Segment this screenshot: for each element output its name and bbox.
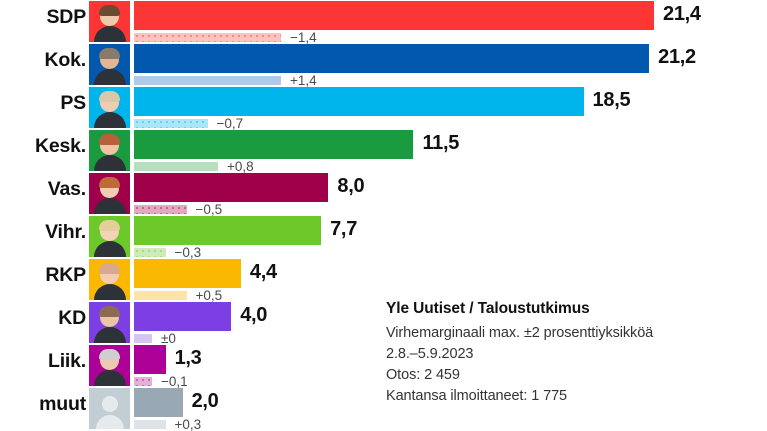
change-value: −0,3 xyxy=(174,245,202,260)
chart-row: Kok. 21,2 +1,4 xyxy=(0,43,767,88)
change-bar xyxy=(134,291,187,300)
support-bar xyxy=(134,1,655,30)
change-bar xyxy=(134,334,152,343)
sample-size: Otos: 2 459 xyxy=(386,367,460,383)
change-value: +1,4 xyxy=(290,73,317,88)
chart-row: Vas. 8,0 −0,5 xyxy=(0,172,767,217)
party-label-liik: Liik. xyxy=(47,350,86,372)
support-bar xyxy=(134,388,183,417)
party-label-kok: Kok. xyxy=(44,49,87,71)
chart-row: SDP 21,4 −1,4 xyxy=(0,0,767,45)
avatar-kesk xyxy=(89,130,130,171)
chart-info-block: Yle Uutiset / Taloustutkimus Virhemargin… xyxy=(386,300,761,409)
chart-row: Vihr. 7,7 −0,3 xyxy=(0,215,767,260)
change-value: −0,1 xyxy=(161,374,188,389)
chart-row: RKP 4,4 +0,5 xyxy=(0,258,767,303)
support-bar xyxy=(134,173,329,202)
avatar-kd xyxy=(89,302,130,343)
change-bar xyxy=(134,76,281,85)
support-bar xyxy=(134,44,650,73)
party-label-vihr: Vihr. xyxy=(45,221,86,243)
party-label-rkp: RKP xyxy=(45,264,86,286)
change-bar xyxy=(134,420,166,429)
support-value: 2,0 xyxy=(191,390,219,412)
survey-period: 2.8.–5.9.2023 xyxy=(386,346,474,362)
party-label-vas: Vas. xyxy=(47,178,86,200)
change-bar xyxy=(134,248,166,257)
avatar-liik xyxy=(89,345,130,386)
support-bar xyxy=(134,130,414,159)
change-value: +0,8 xyxy=(227,159,254,174)
avatar-kok xyxy=(89,44,130,85)
avatar-vihr xyxy=(89,216,130,257)
party-label-kd: KD xyxy=(58,307,86,329)
declared-respondents: Kantansa ilmoittaneet: 1 775 xyxy=(386,388,567,404)
change-value: −1,4 xyxy=(290,30,317,45)
chart-row: muut 2,0 +0,3 xyxy=(0,387,767,431)
party-label-muut: muut xyxy=(39,393,86,415)
avatar-muut xyxy=(89,388,130,429)
support-bar xyxy=(134,259,241,288)
support-bar xyxy=(134,302,232,331)
change-value: −0,5 xyxy=(195,202,223,217)
chart-row: Kesk. 11,5 +0,8 xyxy=(0,129,767,174)
change-value: −0,7 xyxy=(216,116,244,131)
party-label-ps: PS xyxy=(60,92,86,114)
support-value: 4,4 xyxy=(249,261,277,283)
change-value: ±0 xyxy=(161,331,176,346)
change-bar xyxy=(134,205,187,214)
avatar-vas xyxy=(89,173,130,214)
support-value: 7,7 xyxy=(330,218,358,240)
source-label: Yle Uutiset / Taloustutkimus xyxy=(386,300,590,317)
change-value: +0,5 xyxy=(195,288,223,303)
avatar-rkp xyxy=(89,259,130,300)
support-value: 21,4 xyxy=(663,3,701,25)
avatar-sdp xyxy=(89,1,130,42)
change-bar xyxy=(134,33,281,42)
support-value: 8,0 xyxy=(337,175,365,197)
support-bar xyxy=(134,216,322,245)
support-value: 1,3 xyxy=(174,347,202,369)
support-value: 18,5 xyxy=(592,89,631,111)
support-value: 11,5 xyxy=(422,132,460,154)
margin-of-error: Virhemarginaali max. ±2 prosenttiyksikkö… xyxy=(386,325,654,341)
support-value: 4,0 xyxy=(240,304,268,326)
support-bar xyxy=(134,345,166,374)
change-bar xyxy=(134,119,208,128)
change-bar xyxy=(134,377,152,386)
change-bar xyxy=(134,162,218,171)
support-bar xyxy=(134,87,584,116)
support-value: 21,2 xyxy=(658,46,696,68)
change-value: +0,3 xyxy=(174,417,202,431)
chart-row: KD 4,0 ±0 xyxy=(0,301,767,346)
chart-row: PS 18,5 −0,7 xyxy=(0,86,767,131)
avatar-ps xyxy=(89,87,130,128)
chart-row: Liik. 1,3 −0,1 xyxy=(0,344,767,389)
party-label-sdp: SDP xyxy=(46,6,87,28)
party-label-kesk: Kesk. xyxy=(34,135,86,157)
